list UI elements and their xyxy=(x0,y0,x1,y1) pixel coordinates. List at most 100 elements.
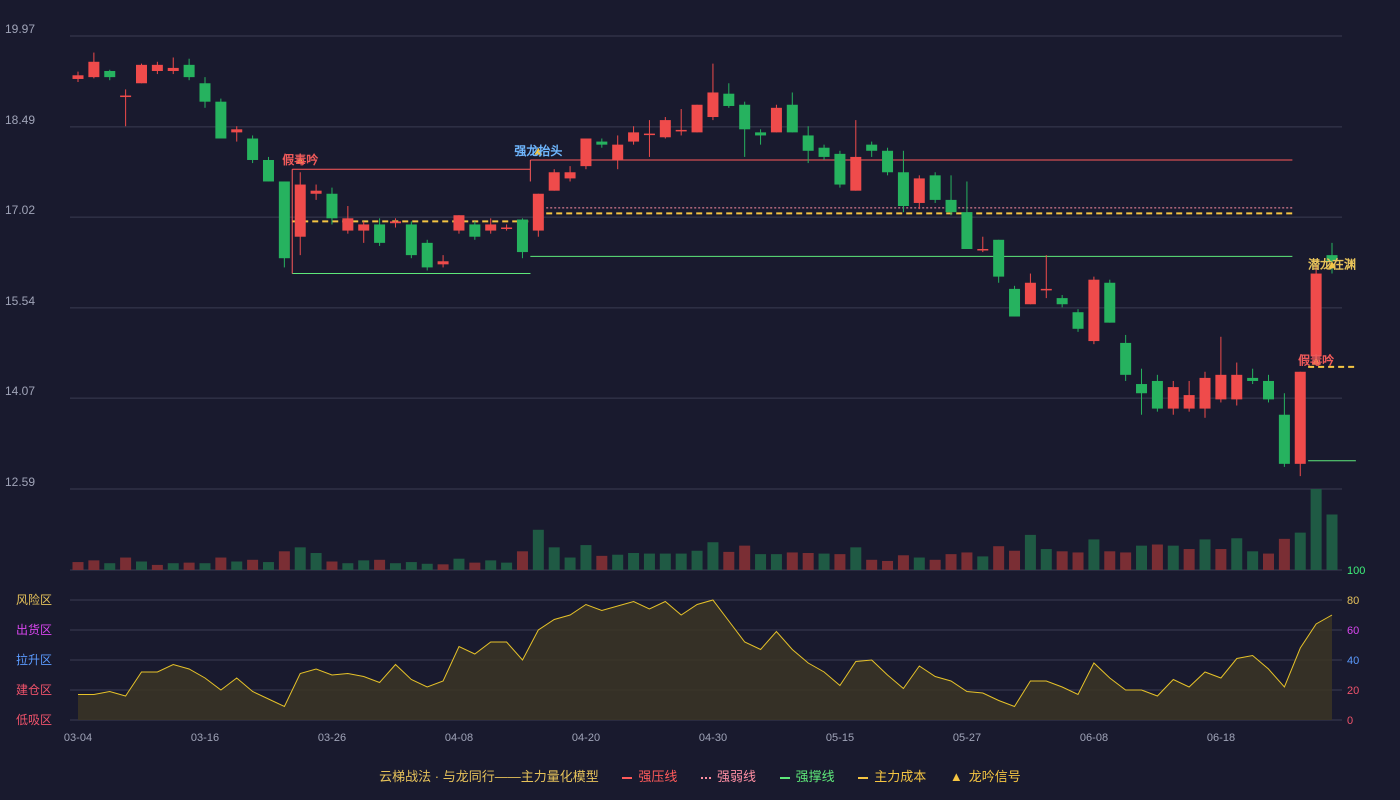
volume-bar xyxy=(1326,514,1338,570)
candle-body xyxy=(1199,377,1211,409)
candle-body xyxy=(1263,380,1275,400)
zone-label: 出货区 xyxy=(16,622,52,637)
volume-bar xyxy=(548,547,560,570)
candle-body xyxy=(135,64,147,84)
candle-body xyxy=(231,129,243,133)
volume-bar xyxy=(437,564,449,570)
candle-body xyxy=(501,227,513,230)
volume-bar xyxy=(485,560,497,570)
candle-body xyxy=(786,104,798,133)
legend-item-strong-support[interactable]: 强撑线 xyxy=(779,769,835,784)
candle-body xyxy=(1247,377,1259,381)
indicator-tick-label: 40 xyxy=(1347,655,1359,667)
candle-body xyxy=(1167,387,1179,409)
candle-body xyxy=(897,172,909,207)
volume-bar xyxy=(151,564,163,570)
indicator-tick-label: 0 xyxy=(1347,715,1353,727)
volume-bar xyxy=(818,553,830,570)
volume-bar xyxy=(326,561,338,570)
volume-bar xyxy=(358,560,370,570)
candle-body xyxy=(1215,374,1227,400)
price-tick-label: 14.07 xyxy=(5,384,35,398)
candle-body xyxy=(72,75,84,79)
candle-body xyxy=(469,224,481,237)
candle-body xyxy=(183,64,195,78)
volume-bar xyxy=(628,553,640,570)
volume-bar xyxy=(104,563,116,570)
legend-item-weak-line[interactable]: 强弱线 xyxy=(701,769,756,784)
date-tick-label: 04-08 xyxy=(445,732,473,744)
volume-bar xyxy=(739,545,751,570)
candle-body xyxy=(389,221,401,224)
volume-bar xyxy=(945,554,957,570)
candle-body xyxy=(453,215,465,231)
volume-bar xyxy=(675,553,687,570)
candle-body xyxy=(866,144,878,151)
candle-body xyxy=(691,104,703,133)
indicator-tick-label: 100 xyxy=(1347,565,1365,577)
date-tick-label: 05-27 xyxy=(953,732,981,744)
volume-bar xyxy=(516,551,528,570)
signal-triangle xyxy=(1312,357,1321,365)
signal-label: 假毒吟 xyxy=(1298,353,1334,368)
candle-body xyxy=(405,224,417,256)
candle-body xyxy=(739,104,751,130)
candle-body xyxy=(310,190,322,194)
candle-body xyxy=(1120,342,1132,375)
candle-body xyxy=(707,92,719,118)
candle-body xyxy=(326,193,338,219)
date-tick-label: 06-08 xyxy=(1080,732,1108,744)
volume-bar xyxy=(770,554,782,570)
volume-bar xyxy=(120,557,132,570)
candle-body xyxy=(659,120,671,138)
volume-bar xyxy=(199,563,211,570)
legend-item-signal[interactable]: ▲ 龙吟信号 xyxy=(949,769,1021,784)
candle-body xyxy=(1294,371,1306,464)
candle-body xyxy=(532,193,544,231)
candle-body xyxy=(167,67,179,71)
indicator-area xyxy=(78,600,1332,720)
volume-bar xyxy=(262,562,274,570)
volume-bar xyxy=(1136,545,1148,570)
indicator-layer xyxy=(78,599,1333,720)
volume-bar xyxy=(1294,532,1306,570)
candle-body xyxy=(421,242,433,268)
date-tick-label: 05-15 xyxy=(826,732,854,744)
indicator-line xyxy=(78,599,1333,708)
volume-bar xyxy=(389,563,401,570)
candle-body xyxy=(1072,312,1084,329)
volume-bar xyxy=(88,560,100,570)
candle-body xyxy=(1056,298,1068,305)
legend-item-strong-pressure[interactable]: 强压线 xyxy=(622,769,677,784)
volume-bar xyxy=(167,563,179,570)
candle-body xyxy=(247,138,259,160)
candle-body xyxy=(913,178,925,203)
indicator-tick-label: 60 xyxy=(1347,625,1359,637)
candle-body xyxy=(104,70,116,78)
candle-body xyxy=(262,159,274,182)
candle-body xyxy=(770,107,782,133)
candle-body xyxy=(882,150,894,173)
zone-label: 拉升区 xyxy=(16,652,52,667)
volume-bar xyxy=(247,559,259,570)
candle-body xyxy=(755,132,767,136)
volume-bar xyxy=(453,558,465,570)
volume-bar xyxy=(707,542,719,570)
volume-bar xyxy=(342,563,354,570)
price-tick-label: 18.49 xyxy=(5,113,35,127)
volume-bar xyxy=(1120,552,1132,570)
candle-body xyxy=(1040,288,1052,291)
volume-bar xyxy=(643,553,655,570)
volume-bar xyxy=(580,545,592,570)
volume-bar xyxy=(882,560,894,570)
candle-body xyxy=(1183,395,1195,409)
volume-bar xyxy=(278,551,290,570)
candle-body xyxy=(802,135,814,151)
volume-bar xyxy=(977,556,989,570)
legend-item-main-cost[interactable]: 主力成本 xyxy=(858,769,926,784)
candle-body xyxy=(850,156,862,191)
volume-bar xyxy=(802,553,814,570)
volume-bar xyxy=(723,551,735,570)
